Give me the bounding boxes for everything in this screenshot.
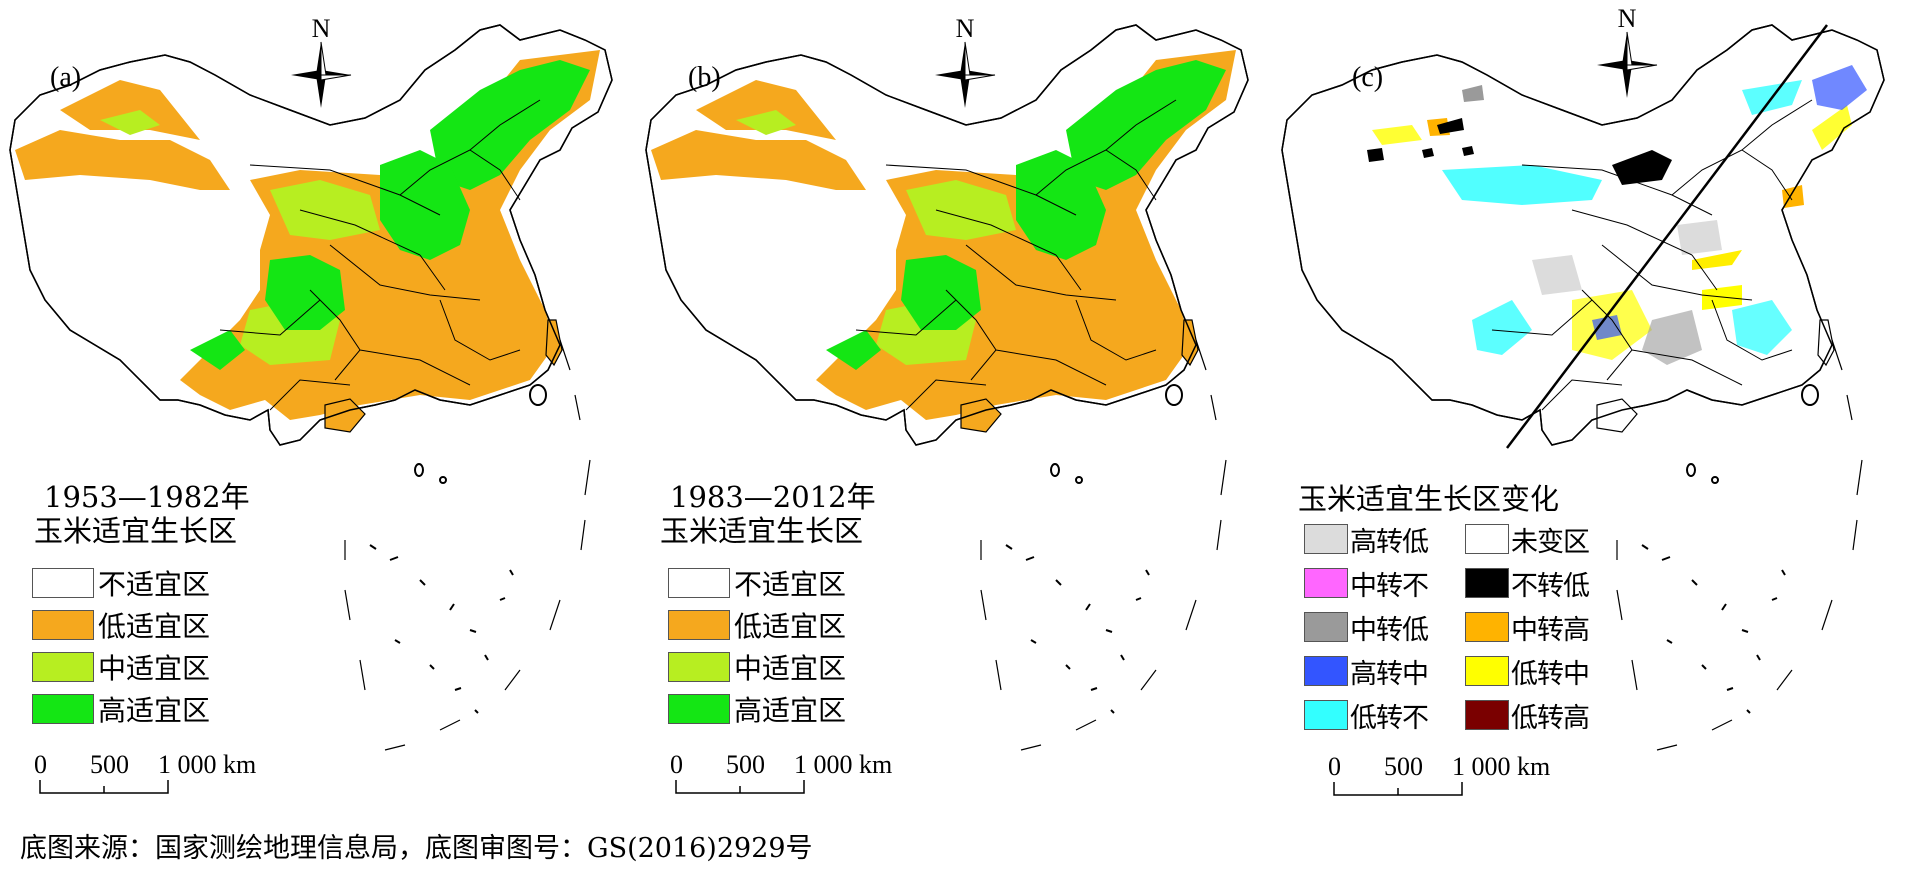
panel-a: (a) N 1953—1982年 玉米适宜生长区 不适宜区 低适宜区 中适宜区 …	[0, 0, 630, 820]
legend: 高转低 未变区 中转不 不转低 中转低 中转高 高转中 低转中 低转不 低转高	[1304, 518, 1626, 736]
legend-item: 低适宜区	[32, 604, 210, 646]
legend-swatch	[1465, 568, 1509, 598]
scale-tick-500: 500	[726, 750, 765, 779]
legend-swatch	[1465, 656, 1509, 686]
legend-swatch	[1304, 612, 1348, 642]
legend-label: 低适宜区	[734, 610, 847, 643]
panel-b: (b) N 1983—2012年 玉米适宜生长区 不适宜区 低适宜区 中适宜区 …	[636, 0, 1266, 820]
legend-label: 低适宜区	[98, 610, 211, 643]
suitability-map-1983-2012	[645, 24, 1249, 751]
period-label: 1953—1982年	[44, 480, 250, 514]
legend-title: 1983—2012年 玉米适宜生长区	[660, 480, 876, 548]
legend-swatch	[668, 568, 730, 598]
legend: 不适宜区 低适宜区 中适宜区 高适宜区	[668, 562, 846, 730]
legend-label: 不适宜区	[734, 568, 847, 601]
north-arrow-icon: N	[286, 14, 356, 114]
north-label: N	[311, 14, 331, 43]
map-source-caption: 底图来源：国家测绘地理信息局，底图审图号：GS(2016)2929号	[20, 833, 813, 864]
legend-item: 高适宜区	[32, 688, 210, 730]
division-line	[1506, 24, 1828, 449]
legend-item: 未变区	[1465, 518, 1626, 560]
legend-label: 不适宜区	[98, 568, 211, 601]
legend-item: 不转低	[1465, 562, 1626, 604]
legend-item: 高转低	[1304, 518, 1465, 560]
legend-item: 高适宜区	[668, 688, 846, 730]
legend-item: 低适宜区	[668, 604, 846, 646]
north-arrow-icon: N	[1592, 4, 1662, 104]
legend-label: 低转高	[1511, 702, 1590, 734]
legend-subtitle: 玉米适宜生长区	[34, 514, 238, 548]
scale-bar: 0 500 1 000 km	[666, 750, 956, 800]
legend-item: 中转低	[1304, 606, 1465, 648]
legend-label: 高适宜区	[98, 694, 211, 727]
legend-swatch	[668, 694, 730, 724]
legend-item: 中转高	[1465, 606, 1626, 648]
period-label: 1983—2012年	[670, 480, 876, 514]
scale-bar: 0 500 1 000 km	[1306, 752, 1596, 802]
scale-tick-1000: 1 000 km	[1452, 752, 1551, 781]
legend-swatch	[1465, 524, 1509, 554]
legend-item: 低转不	[1304, 694, 1465, 736]
legend-swatch	[32, 568, 94, 598]
legend-label: 低转不	[1350, 702, 1429, 734]
scale-bar: 0 500 1 000 km	[30, 750, 320, 800]
legend-swatch	[1304, 568, 1348, 598]
legend-label: 高转中	[1350, 658, 1429, 690]
legend-item: 低转高	[1465, 694, 1626, 736]
legend-swatch	[668, 610, 730, 640]
legend-label: 中转高	[1511, 614, 1590, 646]
legend-swatch	[1465, 700, 1509, 730]
scale-tick-500: 500	[1384, 752, 1423, 781]
legend-swatch	[1304, 656, 1348, 686]
scale-tick-0: 0	[670, 750, 683, 779]
legend-item: 不适宜区	[668, 562, 846, 604]
legend-item: 低转中	[1465, 650, 1626, 692]
north-label: N	[955, 14, 975, 43]
legend-swatch	[1304, 700, 1348, 730]
legend-label: 高适宜区	[734, 694, 847, 727]
legend-item: 中适宜区	[32, 646, 210, 688]
legend-label: 未变区	[1511, 526, 1590, 558]
legend-label: 低转中	[1511, 658, 1590, 690]
scale-tick-1000: 1 000 km	[794, 750, 893, 779]
legend-item: 不适宜区	[32, 562, 210, 604]
scale-tick-0: 0	[34, 750, 47, 779]
north-arrow-icon: N	[930, 14, 1000, 114]
legend-item: 高转中	[1304, 650, 1465, 692]
legend-label: 高转低	[1350, 526, 1429, 558]
legend-swatch	[1304, 524, 1348, 554]
legend-swatch	[668, 652, 730, 682]
legend-label: 中适宜区	[98, 652, 211, 685]
scale-tick-500: 500	[90, 750, 129, 779]
suitability-change-map	[1281, 24, 1885, 751]
legend-swatch	[32, 694, 94, 724]
legend-item: 中转不	[1304, 562, 1465, 604]
legend-swatch	[32, 652, 94, 682]
panel-label: (b)	[688, 62, 721, 93]
panel-c: (c) N 玉米适宜生长区变化 高转低 未变区 中转不 不转低 中转低 中转高 …	[1272, 0, 1925, 820]
legend-swatch	[1465, 612, 1509, 642]
legend-item: 中适宜区	[668, 646, 846, 688]
scale-tick-0: 0	[1328, 752, 1341, 781]
legend-label: 中转低	[1350, 614, 1429, 646]
panel-label: (a)	[50, 62, 82, 93]
panel-label: (c)	[1352, 62, 1384, 93]
legend-label: 不转低	[1511, 570, 1590, 602]
north-label: N	[1617, 4, 1637, 33]
legend-title: 1953—1982年 玉米适宜生长区	[34, 480, 250, 548]
legend-label: 中适宜区	[734, 652, 847, 685]
legend-title: 玉米适宜生长区变化	[1298, 482, 1560, 516]
scale-tick-1000: 1 000 km	[158, 750, 257, 779]
suitability-map-1953-1982	[9, 24, 613, 751]
legend-subtitle: 玉米适宜生长区	[660, 514, 864, 548]
legend-swatch	[32, 610, 94, 640]
legend-label: 中转不	[1350, 570, 1429, 602]
legend: 不适宜区 低适宜区 中适宜区 高适宜区	[32, 562, 210, 730]
